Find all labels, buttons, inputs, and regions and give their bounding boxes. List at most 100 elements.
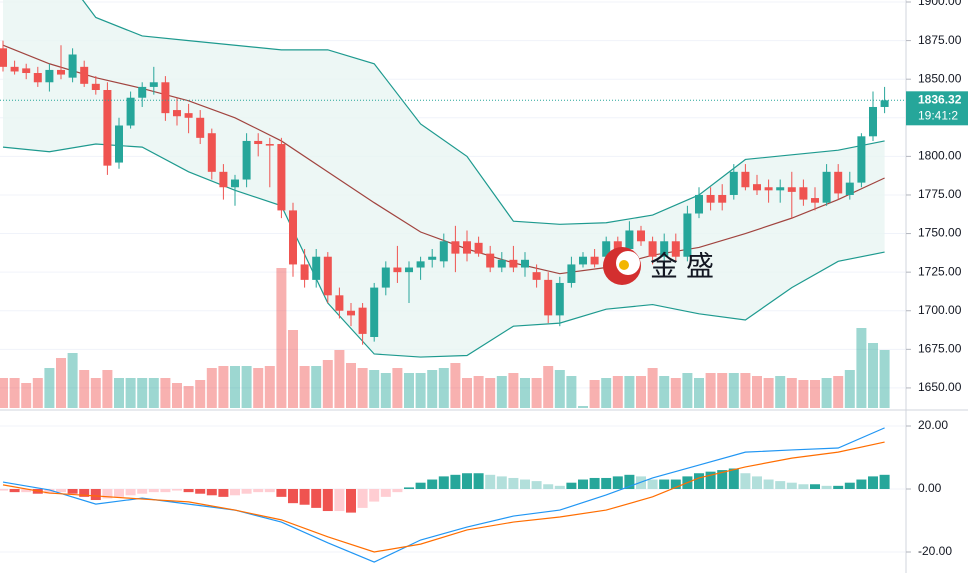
histogram-bar: [56, 488, 66, 493]
volume-bar: [32, 378, 43, 408]
histogram-bar: [427, 479, 438, 489]
y-tick-label: 1850.00: [918, 71, 962, 85]
histogram-bar: [717, 470, 728, 489]
volume-bar: [810, 380, 820, 408]
histogram-bar: [879, 474, 890, 489]
candle-body: [80, 66, 89, 84]
candle-body: [764, 187, 773, 191]
histogram-bar: [230, 488, 240, 496]
volume-bar: [322, 360, 333, 408]
volume-bar: [775, 376, 786, 408]
candle-body: [683, 213, 692, 257]
volume-bar: [148, 378, 159, 408]
candle-body: [753, 184, 761, 191]
volume-bar: [264, 366, 275, 408]
candle-body: [857, 136, 866, 183]
histogram-bar: [438, 476, 449, 489]
volume-bar: [79, 370, 90, 408]
candle-body: [393, 267, 402, 273]
histogram-bar: [369, 488, 380, 502]
candle-body: [555, 282, 564, 316]
candle-body: [381, 267, 390, 288]
volume-bar: [636, 376, 646, 408]
candle-body: [428, 256, 437, 260]
candle-body: [335, 295, 344, 311]
histogram-bar: [253, 488, 264, 493]
candle-body: [718, 194, 727, 203]
candle-body: [0, 48, 7, 67]
volume-bar: [798, 380, 809, 408]
candle-body: [729, 171, 738, 195]
candle-body: [845, 182, 854, 195]
volume-bar: [21, 383, 32, 408]
candle-body: [880, 100, 889, 107]
volume-bar: [833, 376, 844, 408]
histogram-bar: [311, 488, 322, 508]
volume-bar: [728, 373, 739, 408]
y-tick-label: 1675.00: [918, 342, 962, 356]
histogram-bar: [496, 476, 507, 489]
candle-body: [706, 194, 715, 203]
candle-body: [405, 267, 413, 273]
y-tick-label: 1800.00: [918, 149, 962, 163]
histogram-bar: [148, 488, 159, 493]
histogram-bar: [763, 479, 774, 489]
volume-bar: [694, 378, 704, 408]
histogram-bar: [172, 488, 182, 491]
histogram-bar: [531, 481, 542, 489]
histogram-bar: [833, 485, 844, 489]
candle-body: [532, 272, 541, 280]
volume-bar: [879, 350, 890, 408]
candle-body: [126, 97, 135, 126]
volume-bar: [473, 376, 484, 408]
volume-bar: [125, 378, 136, 408]
histogram-bar: [786, 482, 797, 489]
volume-bar: [554, 370, 565, 408]
histogram-bar: [810, 484, 820, 489]
volume-bar: [438, 368, 449, 408]
histogram-bar: [334, 488, 345, 512]
volume-bar: [137, 378, 148, 408]
candle-body: [799, 187, 808, 200]
histogram-bar: [357, 488, 368, 508]
candle-body: [22, 68, 31, 74]
histogram-bar: [554, 485, 565, 489]
volume-bar: [763, 378, 774, 408]
histogram-bar: [137, 488, 148, 494]
volume-bar: [195, 380, 206, 408]
volume-bar: [299, 366, 310, 408]
histogram-bar: [775, 481, 786, 489]
candle-body: [33, 73, 42, 83]
volume-bar: [450, 363, 461, 408]
histogram-bar: [450, 474, 461, 489]
volume-bar: [647, 368, 658, 408]
candle-body: [196, 117, 205, 138]
histogram-bar: [67, 488, 78, 494]
volume-bar: [90, 378, 101, 408]
histogram-bar: [740, 473, 751, 489]
y-tick-label: 1700.00: [918, 303, 962, 317]
histogram-bar: [195, 488, 206, 494]
last-price-box: [906, 91, 968, 126]
volume-bar: [288, 330, 298, 408]
histogram-bar: [322, 488, 333, 512]
histogram-bar: [79, 488, 90, 497]
volume-bar: [67, 353, 78, 408]
volume-bar: [415, 373, 426, 408]
volume-bar: [380, 373, 391, 408]
candle-body: [834, 171, 843, 194]
candle-body: [416, 261, 425, 268]
countdown-label: 19:41:2: [918, 108, 958, 122]
histogram-bar: [346, 488, 356, 513]
candle-body: [219, 171, 228, 188]
candle-body: [474, 242, 483, 254]
candle-body: [300, 264, 309, 280]
candle-body: [695, 194, 703, 214]
candle-body: [521, 259, 529, 268]
candle-body: [323, 256, 332, 296]
volume-bar: [705, 373, 716, 408]
candle-body: [579, 256, 587, 265]
volume-bar: [253, 368, 264, 408]
candle-body: [242, 140, 251, 180]
y-tick-label: 0.00: [918, 481, 942, 495]
